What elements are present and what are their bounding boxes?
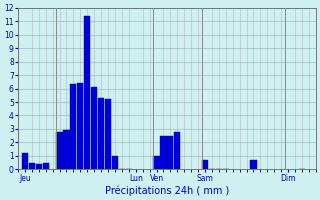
Bar xyxy=(105,99,111,169)
Bar xyxy=(174,132,180,169)
Bar xyxy=(29,163,35,169)
Bar xyxy=(98,98,104,169)
Bar xyxy=(250,160,257,169)
Bar xyxy=(202,160,208,169)
Bar xyxy=(153,156,160,169)
Bar xyxy=(84,16,90,169)
Bar xyxy=(160,136,166,169)
Bar xyxy=(167,136,173,169)
Bar xyxy=(77,83,84,169)
Bar xyxy=(56,132,63,169)
Bar xyxy=(91,87,97,169)
Bar xyxy=(36,164,42,169)
Bar xyxy=(22,153,28,169)
Bar xyxy=(43,163,49,169)
X-axis label: Précipitations 24h ( mm ): Précipitations 24h ( mm ) xyxy=(105,185,229,196)
Bar xyxy=(63,130,69,169)
Bar xyxy=(112,156,118,169)
Bar xyxy=(70,84,76,169)
